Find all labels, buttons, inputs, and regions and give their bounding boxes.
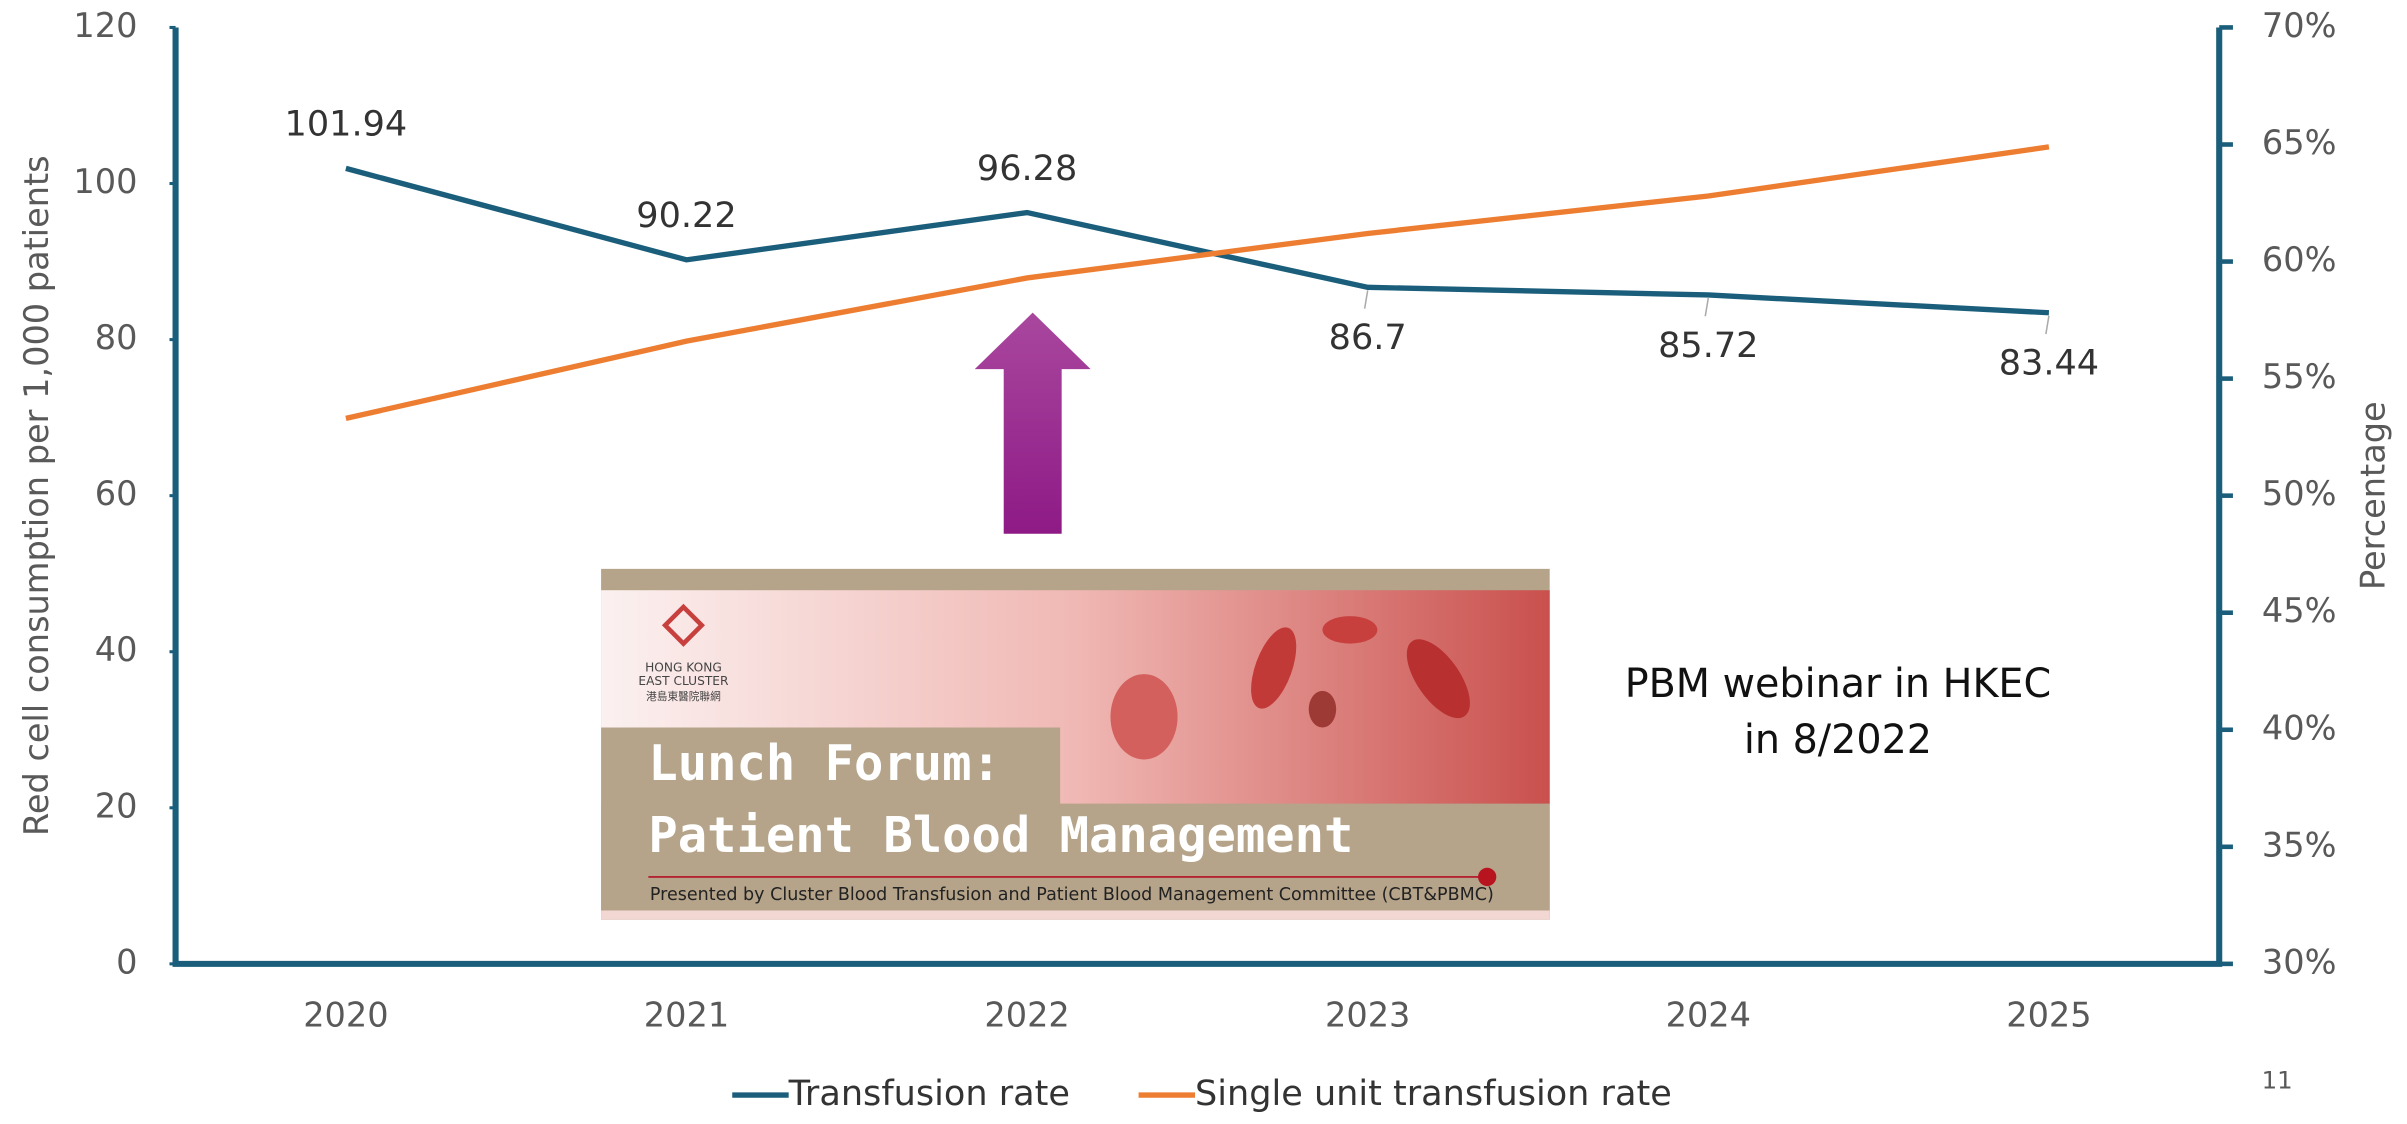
cell [1406,639,1470,719]
banner-title: Patient Blood Management [648,807,1353,864]
arrow [974,312,1091,534]
y-axis-title: Red cell consumption per 1,000 patients [17,155,56,836]
x-tick-label: 2022 [984,996,1069,1035]
axis-line [172,27,2223,967]
y2-tick-label: 45% [2262,591,2337,630]
annotation: in 8/2022 [1744,717,1932,763]
data-label: 83.44 [1999,343,2099,384]
banner-org: 港島東醫院聯網 [646,690,721,703]
y-tick-label: 80 [95,318,138,357]
x-tick-label: 2021 [644,996,729,1035]
series-line [345,144,2050,422]
banner-strip [601,910,1550,920]
legend-label: Single unit transfusion rate [1195,1073,1672,1114]
data-label: 96.28 [977,148,1077,189]
y-tick-label: 0 [116,942,137,981]
y2-tick-label: 70% [2262,6,2337,45]
y-tick-label: 20 [95,786,138,825]
y2-tick-label: 35% [2262,825,2337,864]
y-tick-label: 60 [95,474,138,513]
page-number: 11 [2262,1065,2293,1094]
leader-line [1363,290,1369,309]
banner: HONG KONG EAST CLUSTER 港島東醫院聯網 Lunch For… [601,568,1550,920]
y2-tick-label: 60% [2262,240,2337,279]
data-label: 86.7 [1329,317,1407,358]
legend-label: Transfusion rate [788,1073,1070,1114]
cell [1308,690,1337,728]
y2-tick-label: 50% [2262,474,2337,513]
y2-tick-label: 40% [2262,708,2337,747]
x-tick-label: 2020 [303,996,388,1035]
banner-subtitle: Presented by Cluster Blood Transfusion a… [650,885,1494,905]
data-label: 101.94 [285,104,408,145]
y2-tick-label: 55% [2262,357,2337,396]
logo [661,603,705,647]
y2-tick-label: 65% [2262,123,2337,162]
y-tick-label: 100 [73,162,137,201]
banner-title: Lunch Forum: [648,735,1001,792]
x-tick-label: 2024 [1666,996,1751,1035]
banner-org: HONG KONG [645,660,722,674]
y2-axis-title: Percentage [2353,401,2392,590]
leader-line [2045,315,2050,335]
series-line [345,165,2050,316]
cell [1110,674,1178,760]
y-tick-label: 40 [95,630,138,669]
banner-org: EAST CLUSTER [638,674,729,688]
x-tick-label: 2025 [2006,996,2091,1035]
cell [1322,616,1378,644]
banner-dot [1478,867,1497,887]
annotation: PBM webinar in HKEC [1625,661,2051,707]
y2-tick-label: 30% [2262,942,2337,981]
data-label: 85.72 [1658,325,1758,366]
leader-line [1704,297,1710,317]
banner-panel [601,727,1550,920]
data-label: 90.22 [636,195,736,236]
x-tick-label: 2023 [1325,996,1410,1035]
y-tick-label: 120 [73,6,137,45]
cell [1251,627,1297,709]
